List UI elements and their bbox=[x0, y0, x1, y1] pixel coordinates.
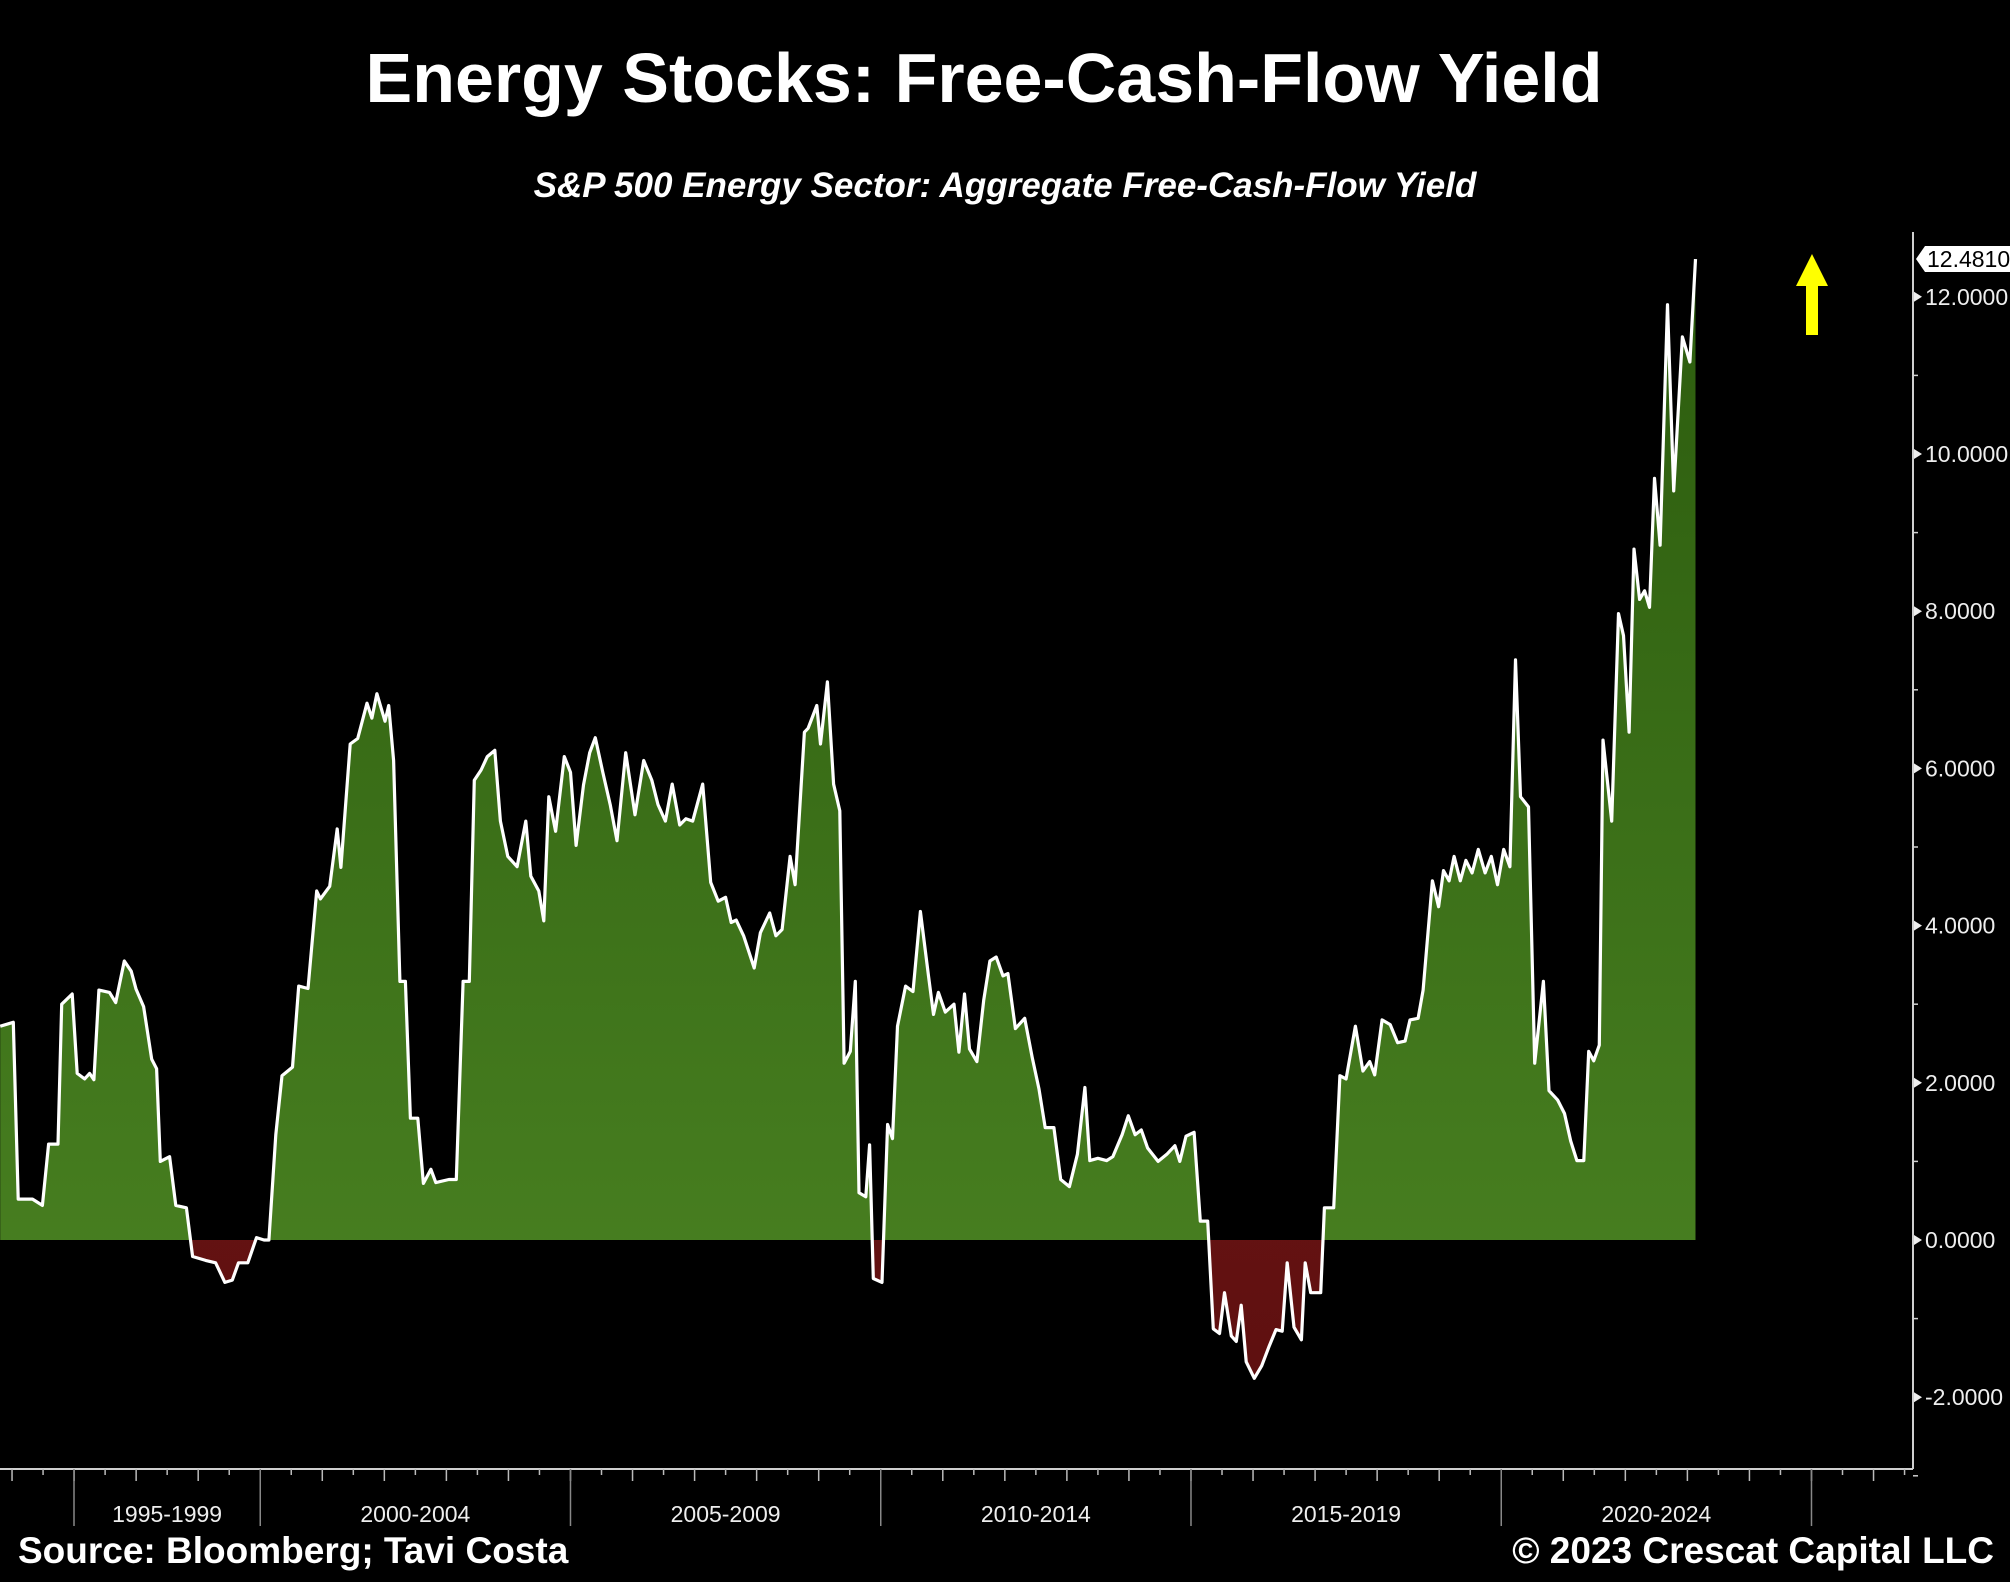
y-tick bbox=[1914, 763, 1922, 774]
last-value-tag bbox=[1916, 245, 2010, 272]
y-tick-label: 0.0000 bbox=[1925, 1227, 1995, 1253]
chart-title: Energy Stocks: Free-Cash-Flow Yield bbox=[365, 39, 1603, 117]
chart-subtitle: S&P 500 Energy Sector: Aggregate Free-Ca… bbox=[533, 166, 1477, 205]
y-tick bbox=[1914, 291, 1922, 302]
y-tick-label: 8.0000 bbox=[1925, 598, 1995, 624]
last-value-label: 12.4810 bbox=[1927, 246, 2010, 272]
copyright-note: © 2023 Crescat Capital LLC bbox=[1512, 1530, 1994, 1571]
x-tick-label: 2000-2004 bbox=[360, 1501, 470, 1527]
x-tick-label: 1995-1999 bbox=[112, 1501, 222, 1527]
positive-area bbox=[0, 259, 1696, 1240]
y-tick bbox=[1914, 1392, 1922, 1403]
source-note: Source: Bloomberg; Tavi Costa bbox=[18, 1530, 569, 1571]
y-tick-label: 6.0000 bbox=[1925, 755, 1995, 781]
y-tick-label: -2.0000 bbox=[1925, 1384, 2003, 1410]
y-tick bbox=[1914, 606, 1922, 617]
y-tick bbox=[1914, 1235, 1922, 1245]
series-line bbox=[0, 259, 1698, 1380]
y-tick-label: 12.0000 bbox=[1925, 284, 2008, 310]
y-tick bbox=[1914, 920, 1922, 931]
y-tick bbox=[1914, 449, 1922, 459]
up-arrow-icon bbox=[1796, 254, 1828, 335]
y-tick-label: 4.0000 bbox=[1925, 913, 1995, 939]
y-tick-label: 10.0000 bbox=[1925, 441, 2008, 467]
y-tick-label: 2.0000 bbox=[1925, 1070, 1995, 1096]
x-tick-label: 2015-2019 bbox=[1291, 1501, 1401, 1527]
x-tick-label: 2005-2009 bbox=[671, 1501, 781, 1527]
negative-area bbox=[0, 1240, 1696, 1379]
x-tick-label: 2010-2014 bbox=[981, 1501, 1091, 1527]
x-tick-label: 2020-2024 bbox=[1601, 1501, 1711, 1527]
y-tick bbox=[1914, 1077, 1922, 1088]
